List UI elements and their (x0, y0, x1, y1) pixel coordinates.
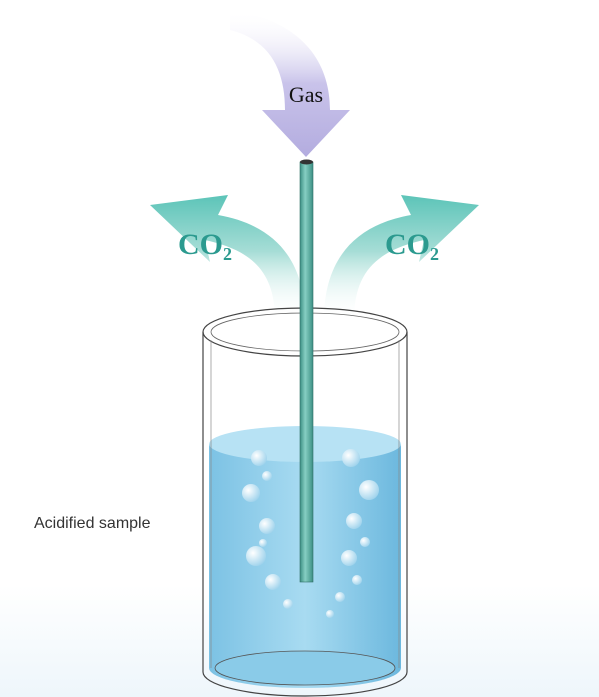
co2-arrow-left (150, 195, 305, 320)
gas-label: Gas (289, 82, 323, 107)
gas-tube (299, 161, 314, 583)
gas-arrow (230, 10, 350, 157)
tube-opening (300, 159, 313, 165)
beaker-base (202, 671, 408, 697)
bubbles (242, 449, 379, 618)
beaker-bottom (214, 650, 396, 686)
co2-label: CO₂ (385, 228, 439, 261)
co2-arrow-right (324, 195, 479, 320)
sample-label: Acidified sample (34, 515, 151, 532)
co2-label: CO₂ (178, 228, 232, 261)
